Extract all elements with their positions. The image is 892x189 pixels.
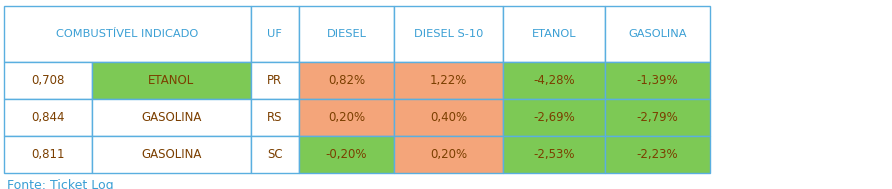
- Text: PR: PR: [268, 74, 282, 87]
- Bar: [605, 136, 710, 173]
- Bar: [299, 6, 394, 62]
- Bar: [503, 6, 605, 62]
- Text: 0,844: 0,844: [31, 111, 65, 124]
- Bar: [251, 62, 299, 99]
- Bar: [299, 62, 394, 99]
- Bar: [92, 136, 251, 173]
- Text: GASOLINA: GASOLINA: [628, 29, 687, 39]
- Text: 0,82%: 0,82%: [328, 74, 365, 87]
- Bar: [503, 62, 605, 99]
- Text: Fonte: Ticket Log: Fonte: Ticket Log: [7, 179, 114, 189]
- Bar: [394, 99, 503, 136]
- Bar: [4, 6, 251, 62]
- Bar: [605, 6, 710, 62]
- Bar: [503, 99, 605, 136]
- Text: 0,811: 0,811: [31, 148, 65, 161]
- Text: GASOLINA: GASOLINA: [141, 148, 202, 161]
- Bar: [4, 62, 92, 99]
- Text: ETANOL: ETANOL: [148, 74, 194, 87]
- Bar: [251, 99, 299, 136]
- Text: -4,28%: -4,28%: [533, 74, 574, 87]
- Text: SC: SC: [267, 148, 283, 161]
- Text: 0,20%: 0,20%: [430, 148, 467, 161]
- Text: UF: UF: [268, 29, 282, 39]
- Bar: [394, 62, 503, 99]
- Text: 0,708: 0,708: [31, 74, 65, 87]
- Text: -2,69%: -2,69%: [533, 111, 574, 124]
- Text: 0,20%: 0,20%: [328, 111, 365, 124]
- Bar: [394, 136, 503, 173]
- Bar: [4, 99, 92, 136]
- Text: DIESEL: DIESEL: [326, 29, 367, 39]
- Text: -2,53%: -2,53%: [533, 148, 574, 161]
- Text: -2,23%: -2,23%: [637, 148, 678, 161]
- Text: -0,20%: -0,20%: [326, 148, 368, 161]
- Text: -2,79%: -2,79%: [637, 111, 678, 124]
- Text: GASOLINA: GASOLINA: [141, 111, 202, 124]
- Bar: [394, 6, 503, 62]
- Text: -1,39%: -1,39%: [637, 74, 678, 87]
- Bar: [605, 62, 710, 99]
- Text: RS: RS: [267, 111, 283, 124]
- Bar: [251, 136, 299, 173]
- Bar: [503, 136, 605, 173]
- Bar: [605, 99, 710, 136]
- Bar: [299, 99, 394, 136]
- Bar: [251, 6, 299, 62]
- Bar: [4, 136, 92, 173]
- Text: 0,40%: 0,40%: [430, 111, 467, 124]
- Bar: [299, 136, 394, 173]
- Text: 1,22%: 1,22%: [430, 74, 467, 87]
- Bar: [92, 99, 251, 136]
- Text: DIESEL S-10: DIESEL S-10: [414, 29, 483, 39]
- Bar: [92, 62, 251, 99]
- Text: COMBUSTÍVEL INDICADO: COMBUSTÍVEL INDICADO: [56, 29, 199, 39]
- Text: ETANOL: ETANOL: [532, 29, 576, 39]
